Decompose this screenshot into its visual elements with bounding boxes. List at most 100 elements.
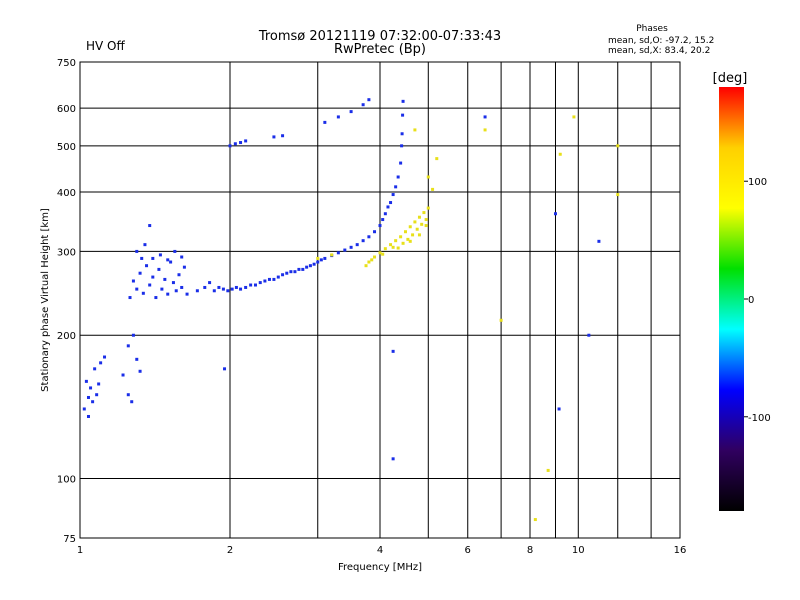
y-axis: 75 100 200 300 400 500 600 750 (57, 58, 76, 545)
data-point (293, 270, 297, 274)
data-point (499, 318, 503, 322)
stats-o-mode: mean, sd,O: -97.2, 15.2 (608, 36, 714, 46)
data-point (301, 267, 305, 271)
data-point (157, 267, 161, 271)
data-point (373, 255, 377, 259)
data-point (396, 246, 400, 250)
data-point (103, 355, 107, 359)
data-point (154, 296, 158, 300)
data-point (221, 287, 225, 291)
data-point (121, 373, 125, 377)
data-point (86, 395, 90, 399)
x-tick-label: 16 (674, 545, 687, 556)
data-point (272, 277, 276, 281)
data-point (373, 230, 377, 234)
data-point (177, 273, 181, 277)
y-tick-label: 75 (63, 534, 76, 545)
y-tick-label: 300 (57, 247, 76, 258)
data-point (361, 239, 365, 243)
status-badge: HV Off (86, 39, 125, 53)
data-point (426, 175, 430, 179)
data-point (413, 220, 417, 224)
data-point (195, 289, 199, 293)
data-point (91, 400, 95, 404)
data-point (180, 285, 184, 289)
y-tick-label: 100 (57, 475, 76, 486)
data-point (349, 245, 353, 249)
data-point (239, 287, 243, 291)
data-point (426, 206, 430, 210)
data-point (381, 218, 385, 222)
data-point (431, 187, 435, 191)
data-point (263, 279, 267, 283)
data-point (587, 333, 591, 337)
data-point (182, 265, 186, 269)
data-point (424, 218, 428, 222)
data-point (381, 252, 385, 256)
data-point (253, 283, 257, 287)
data-point (417, 233, 421, 237)
data-point (95, 393, 99, 397)
colorbar (719, 87, 744, 511)
data-point (391, 245, 395, 249)
data-point (378, 251, 382, 255)
data-point (228, 144, 232, 148)
data-point (169, 260, 173, 264)
data-point (166, 292, 170, 296)
stats-heading: Phases (636, 24, 668, 34)
data-point (403, 230, 407, 234)
data-point (86, 414, 90, 418)
data-point (616, 144, 620, 148)
data-point (173, 249, 177, 253)
data-point (323, 256, 327, 260)
data-point (203, 285, 207, 289)
data-point (145, 264, 149, 268)
data-point (233, 142, 237, 146)
data-point (558, 152, 562, 156)
data-point (244, 139, 248, 143)
data-point (138, 271, 142, 275)
data-point (135, 287, 139, 291)
data-points (82, 98, 620, 522)
data-point (82, 407, 86, 411)
data-point (99, 361, 103, 365)
data-point (424, 224, 428, 228)
data-point (394, 185, 398, 189)
x-tick-label: 6 (465, 545, 471, 556)
data-point (319, 258, 323, 262)
data-point (408, 239, 412, 243)
y-tick-label: 400 (57, 188, 76, 199)
data-point (244, 285, 248, 289)
x-tick-label: 10 (572, 545, 585, 556)
data-point (141, 291, 145, 295)
data-point (180, 255, 184, 259)
colorbar-label: [deg] (713, 71, 748, 86)
data-point (135, 357, 139, 361)
data-point (399, 161, 403, 165)
data-point (217, 285, 221, 289)
data-point (391, 349, 395, 353)
y-axis-label: Stationary phase Virtual Height [km] (40, 208, 51, 392)
data-point (148, 224, 152, 228)
data-point (140, 256, 144, 260)
data-point (533, 518, 537, 522)
x-tick-label: 1 (77, 545, 83, 556)
data-point (312, 262, 316, 266)
data-point (258, 281, 262, 285)
data-point (616, 193, 620, 197)
data-point (151, 275, 155, 279)
data-point (386, 205, 390, 209)
chart-title: Tromsø 20121119 07:32:00-07:33:43 (258, 29, 501, 44)
data-point (546, 468, 550, 472)
data-point (391, 193, 395, 197)
data-point (370, 258, 374, 262)
data-point (131, 279, 135, 283)
data-point (163, 277, 167, 281)
data-point (281, 273, 285, 277)
x-axis-label: Frequency [MHz] (338, 562, 422, 573)
data-point (378, 224, 382, 228)
data-point (401, 113, 405, 117)
data-point (308, 264, 312, 268)
data-point (343, 248, 347, 252)
